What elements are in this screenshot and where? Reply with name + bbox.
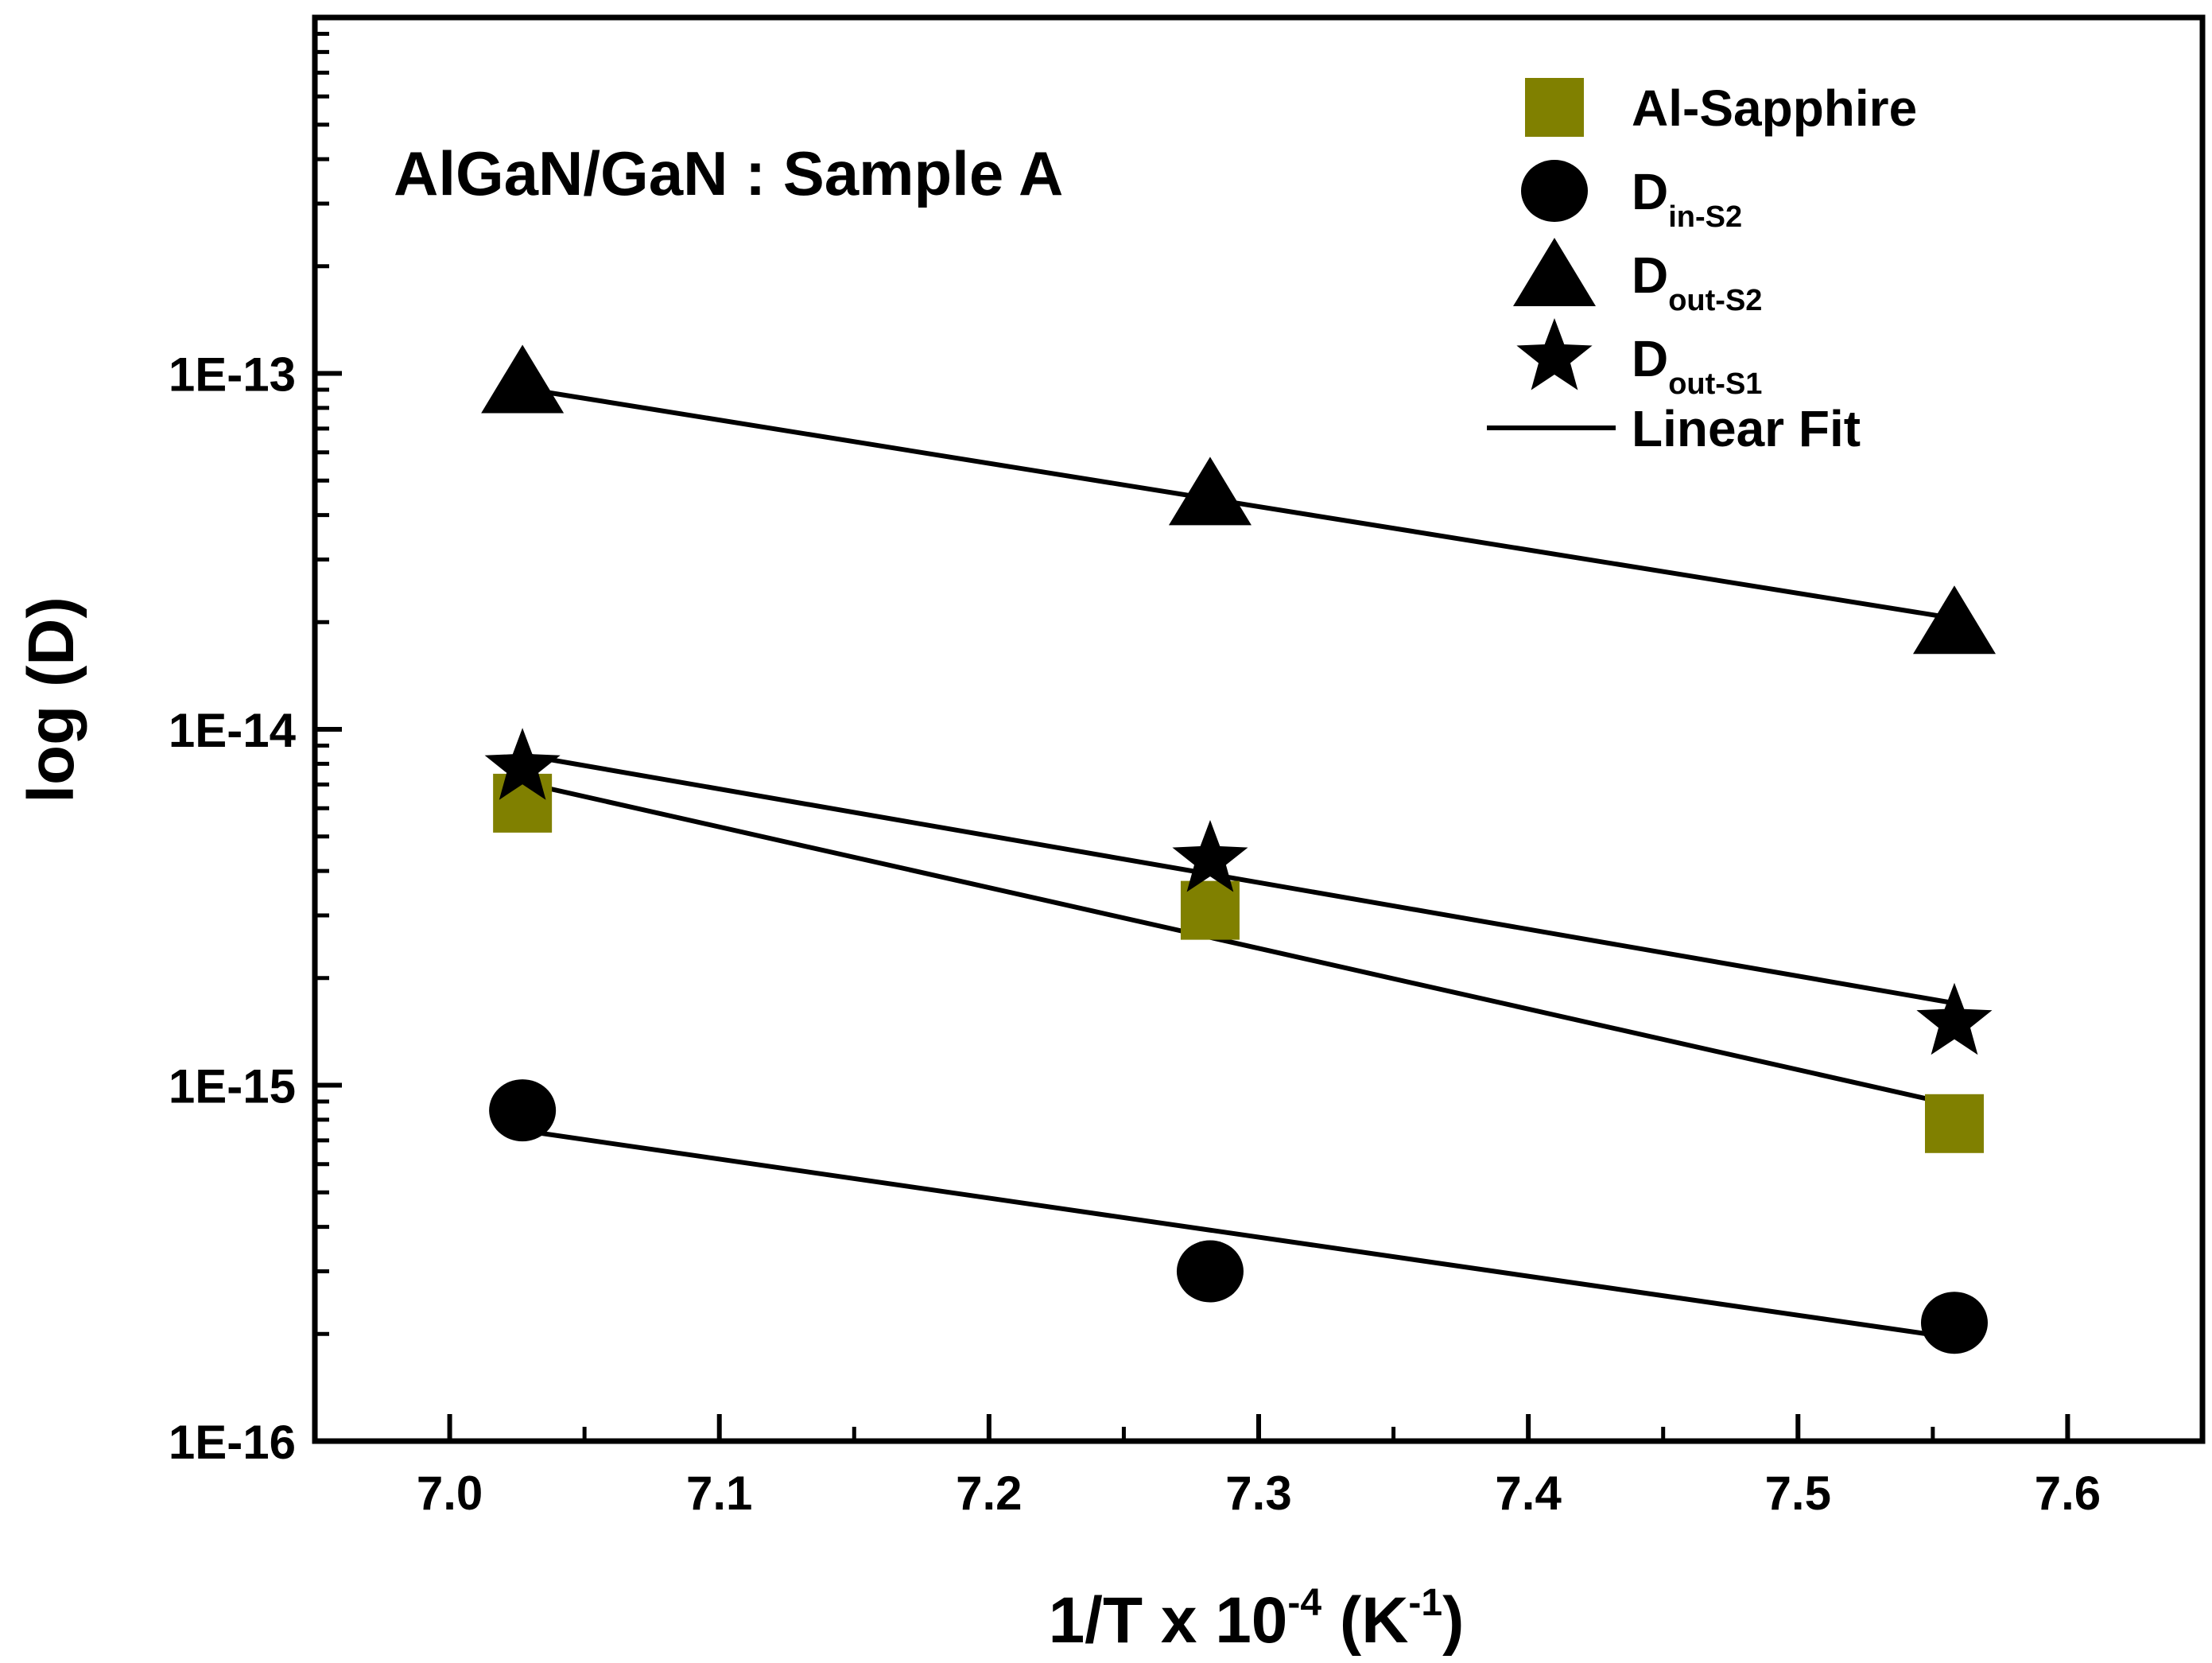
x-tick-label: 7.4 xyxy=(1495,1467,1562,1520)
x-tick-label: 7.0 xyxy=(417,1467,483,1520)
x-axis-label-base: 1/T x 10 xyxy=(1049,1584,1288,1657)
legend-label: Dout-S1 xyxy=(1632,330,1762,401)
legend-label: Al-Sapphire xyxy=(1632,80,1917,137)
x-axis-label-tail: ) xyxy=(1442,1584,1464,1657)
fit-line xyxy=(530,387,1955,621)
legend-marker-square xyxy=(1525,78,1584,137)
y-tick-labels: 1E-16 1E-15 1E-14 1E-13 xyxy=(169,348,297,1470)
x-tick-label: 7.2 xyxy=(956,1467,1022,1520)
y-axis-label: log (D) xyxy=(15,596,87,803)
y-tick-label: 1E-15 xyxy=(169,1060,296,1113)
data-markers xyxy=(481,344,1996,1354)
data-point-triangle xyxy=(1168,457,1252,526)
data-point-star xyxy=(1172,820,1248,892)
legend-marker-star xyxy=(1516,318,1593,390)
x-axis-label-exp: -4 xyxy=(1287,1582,1321,1624)
x-tick-labels: 7.0 7.1 7.2 7.3 7.4 7.5 7.6 xyxy=(417,1467,2101,1520)
chart-annotation: AlGaN/GaN : Sample A xyxy=(394,138,1063,208)
legend-marker-triangle xyxy=(1513,238,1596,306)
data-point-triangle xyxy=(481,344,565,414)
data-point-circle xyxy=(489,1079,557,1142)
fit-lines xyxy=(530,387,1955,1341)
legend-label: Dout-S2 xyxy=(1632,247,1762,317)
x-tick-label: 7.1 xyxy=(686,1467,752,1520)
y-tick-label: 1E-13 xyxy=(169,348,296,402)
x-axis-label-mid: (K xyxy=(1321,1584,1408,1657)
data-point-square xyxy=(1180,880,1240,940)
x-tick-label: 7.5 xyxy=(1765,1467,1831,1520)
y-tick-label: 1E-16 xyxy=(169,1416,296,1469)
plot-frame xyxy=(312,14,2206,1444)
x-axis-label-unit-exp: -1 xyxy=(1408,1582,1442,1624)
x-axis-label: 1/T x 10-4 (K-1) xyxy=(1049,1582,1465,1657)
y-tick-label: 1E-14 xyxy=(169,704,297,757)
x-tick-label: 7.6 xyxy=(2035,1467,2101,1520)
fit-line xyxy=(530,1129,1955,1341)
data-point-circle xyxy=(1920,1292,1988,1354)
data-point-square xyxy=(1924,1094,1984,1153)
legend-marker-circle xyxy=(1521,160,1588,222)
axis-ticks xyxy=(315,31,2070,1443)
legend-fit-label: Linear Fit xyxy=(1632,400,1861,457)
x-tick-label: 7.3 xyxy=(1225,1467,1291,1520)
legend-label: Din-S2 xyxy=(1632,163,1742,234)
fit-line xyxy=(530,753,1955,1006)
data-point-triangle xyxy=(1912,585,1996,655)
fit-line xyxy=(530,782,1955,1108)
data-point-star xyxy=(1916,982,1993,1055)
data-point-circle xyxy=(1176,1240,1244,1303)
data-point-star xyxy=(484,728,561,800)
